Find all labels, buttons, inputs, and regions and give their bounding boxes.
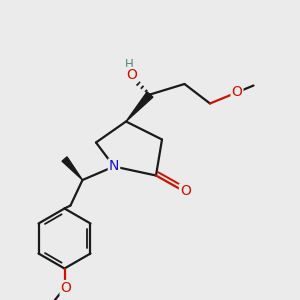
Polygon shape <box>62 157 82 180</box>
Text: N: N <box>109 160 119 173</box>
Polygon shape <box>126 92 153 122</box>
Text: O: O <box>127 68 137 82</box>
Text: O: O <box>232 85 242 98</box>
Text: O: O <box>61 281 71 295</box>
Text: O: O <box>180 184 191 198</box>
Text: H: H <box>124 58 134 71</box>
